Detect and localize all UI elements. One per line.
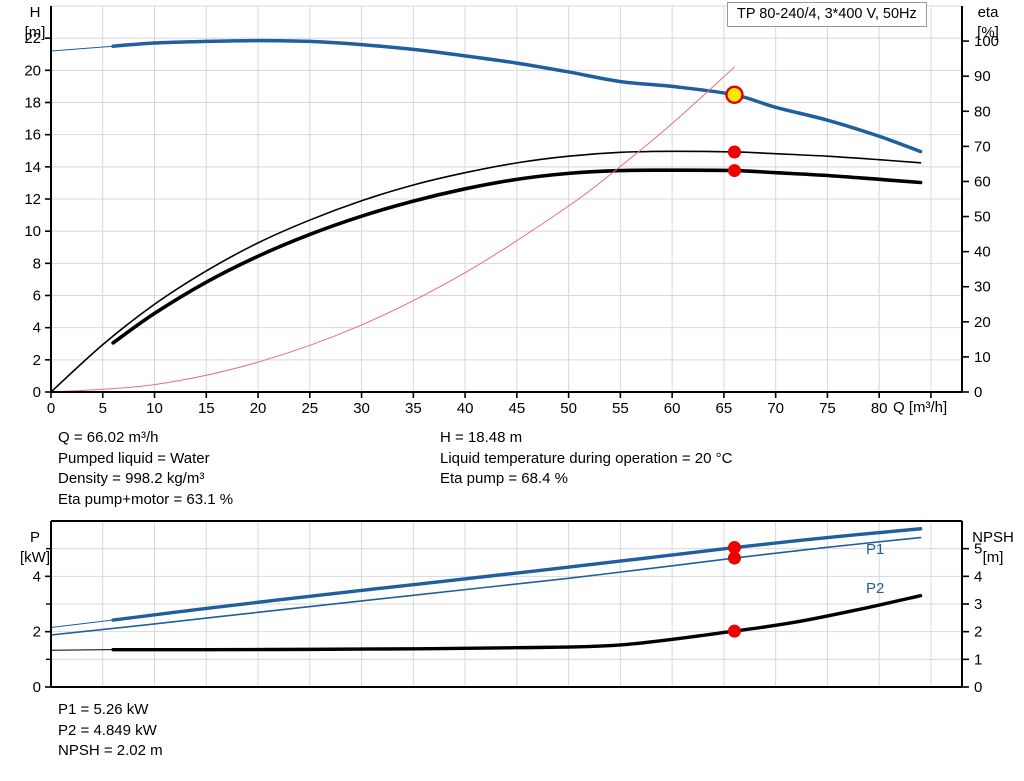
svg-text:0: 0 bbox=[974, 679, 982, 696]
npsh-axis-label: NPSH bbox=[972, 529, 1014, 546]
svg-text:50: 50 bbox=[560, 400, 577, 417]
svg-text:25: 25 bbox=[301, 400, 318, 417]
lower-chart: 0 2 4 0 1 2 3 4 5 P [kW] NPSH [m] P1 P2 bbox=[20, 520, 1014, 696]
svg-text:70: 70 bbox=[974, 138, 991, 155]
svg-text:2: 2 bbox=[33, 352, 41, 369]
duty-info-left-line-0: Q = 66.02 m³/h bbox=[58, 429, 159, 446]
upper-chart-axes bbox=[45, 6, 969, 398]
upper-chart-duty-points bbox=[725, 85, 744, 178]
p-axis-label: P bbox=[30, 529, 40, 546]
svg-text:8: 8 bbox=[33, 255, 41, 272]
q-axis-label: Q [m³/h] bbox=[893, 399, 947, 416]
duty-info-right-line-0: H = 18.48 m bbox=[440, 429, 523, 446]
svg-text:65: 65 bbox=[716, 400, 733, 417]
svg-text:5: 5 bbox=[974, 541, 982, 558]
svg-text:75: 75 bbox=[819, 400, 836, 417]
svg-text:20: 20 bbox=[250, 400, 267, 417]
svg-text:2: 2 bbox=[974, 624, 982, 641]
svg-text:1: 1 bbox=[974, 651, 982, 668]
svg-text:40: 40 bbox=[457, 400, 474, 417]
upper-chart: 0246810121416182022010203040506070809010… bbox=[24, 4, 1000, 417]
svg-text:4: 4 bbox=[33, 568, 41, 585]
p1-duty-point bbox=[727, 541, 741, 555]
svg-text:10: 10 bbox=[146, 400, 163, 417]
svg-text:100: 100 bbox=[974, 33, 999, 50]
svg-text:30: 30 bbox=[974, 279, 991, 296]
svg-text:55: 55 bbox=[612, 400, 629, 417]
duty-info-left-line-3: Eta pump+motor = 63.1 % bbox=[58, 490, 234, 508]
duty-info-right-line-1: Liquid temperature during operation = 20… bbox=[440, 449, 733, 467]
h-axis-label: H bbox=[30, 4, 41, 21]
upper-chart-grid bbox=[51, 5, 962, 392]
pump-model-title: TP 80-240/4, 3*400 V, 50Hz bbox=[727, 2, 927, 27]
svg-text:22: 22 bbox=[24, 30, 41, 47]
eta-pump-duty-point bbox=[727, 145, 741, 159]
svg-text:70: 70 bbox=[767, 400, 784, 417]
eta-axis-unit: [%] bbox=[977, 24, 999, 41]
upper-chart-curves bbox=[50, 38, 923, 393]
svg-text:45: 45 bbox=[509, 400, 526, 417]
h-axis-unit: [m] bbox=[25, 24, 46, 41]
svg-text:5: 5 bbox=[99, 400, 107, 417]
eta-axis-label: eta bbox=[978, 4, 1000, 21]
svg-text:60: 60 bbox=[664, 400, 681, 417]
power-info-line-0: P1 = 5.26 kW bbox=[58, 701, 149, 718]
svg-text:0: 0 bbox=[33, 384, 41, 401]
svg-text:90: 90 bbox=[974, 68, 991, 85]
svg-text:80: 80 bbox=[871, 400, 888, 417]
upper-chart-tick-labels: 0246810121416182022010203040506070809010… bbox=[24, 30, 999, 417]
svg-text:12: 12 bbox=[24, 191, 41, 208]
power-info: P1 = 5.26 kW P2 = 4.849 kW NPSH = 2.02 m bbox=[58, 700, 163, 762]
power-info-line-2: NPSH = 2.02 m bbox=[58, 742, 163, 759]
p-axis-unit: [kW] bbox=[20, 549, 50, 566]
svg-text:10: 10 bbox=[974, 349, 991, 366]
svg-text:20: 20 bbox=[974, 314, 991, 331]
svg-text:30: 30 bbox=[353, 400, 370, 417]
svg-text:35: 35 bbox=[405, 400, 422, 417]
svg-text:60: 60 bbox=[974, 173, 991, 190]
p2-duty-point bbox=[727, 551, 741, 565]
svg-text:14: 14 bbox=[24, 159, 41, 176]
head-duty-point bbox=[725, 85, 744, 104]
duty-info-left-line-1: Pumped liquid = Water bbox=[58, 449, 210, 467]
power-info-line-1: P2 = 4.849 kW bbox=[58, 721, 157, 739]
lower-chart-tick-labels: 0 2 4 0 1 2 3 4 5 bbox=[33, 541, 983, 696]
duty-info-left: Q = 66.02 m³/h Pumped liquid = Water Den… bbox=[58, 428, 233, 510]
svg-text:80: 80 bbox=[974, 103, 991, 120]
duty-info-right: H = 18.48 m Liquid temperature during op… bbox=[440, 428, 732, 490]
lower-chart-curves bbox=[50, 527, 923, 652]
svg-text:15: 15 bbox=[198, 400, 215, 417]
svg-text:40: 40 bbox=[974, 244, 991, 261]
svg-text:18: 18 bbox=[24, 95, 41, 112]
duty-info-right-line-2: Eta pump = 68.4 % bbox=[440, 470, 568, 487]
lower-chart-axes bbox=[45, 520, 969, 688]
svg-text:4: 4 bbox=[33, 320, 41, 337]
duty-info-left-line-2: Density = 998.2 kg/m³ bbox=[58, 470, 205, 487]
svg-text:16: 16 bbox=[24, 127, 41, 144]
svg-text:3: 3 bbox=[974, 596, 982, 613]
lower-chart-duty-points bbox=[727, 541, 741, 638]
svg-text:4: 4 bbox=[974, 568, 982, 585]
lower-chart-grid bbox=[51, 521, 962, 687]
svg-text:50: 50 bbox=[974, 209, 991, 226]
svg-text:0: 0 bbox=[47, 400, 55, 417]
svg-text:20: 20 bbox=[24, 62, 41, 79]
svg-text:0: 0 bbox=[974, 384, 982, 401]
svg-text:2: 2 bbox=[33, 624, 41, 641]
svg-text:0: 0 bbox=[33, 679, 41, 696]
svg-text:6: 6 bbox=[33, 288, 41, 305]
p2-curve-label: P2 bbox=[866, 580, 884, 597]
svg-text:10: 10 bbox=[24, 223, 41, 240]
p1-curve-label: P1 bbox=[866, 541, 884, 558]
eta-pump-motor-duty-point bbox=[727, 164, 741, 178]
npsh-axis-unit: [m] bbox=[983, 549, 1004, 566]
npsh-duty-point bbox=[727, 624, 741, 638]
